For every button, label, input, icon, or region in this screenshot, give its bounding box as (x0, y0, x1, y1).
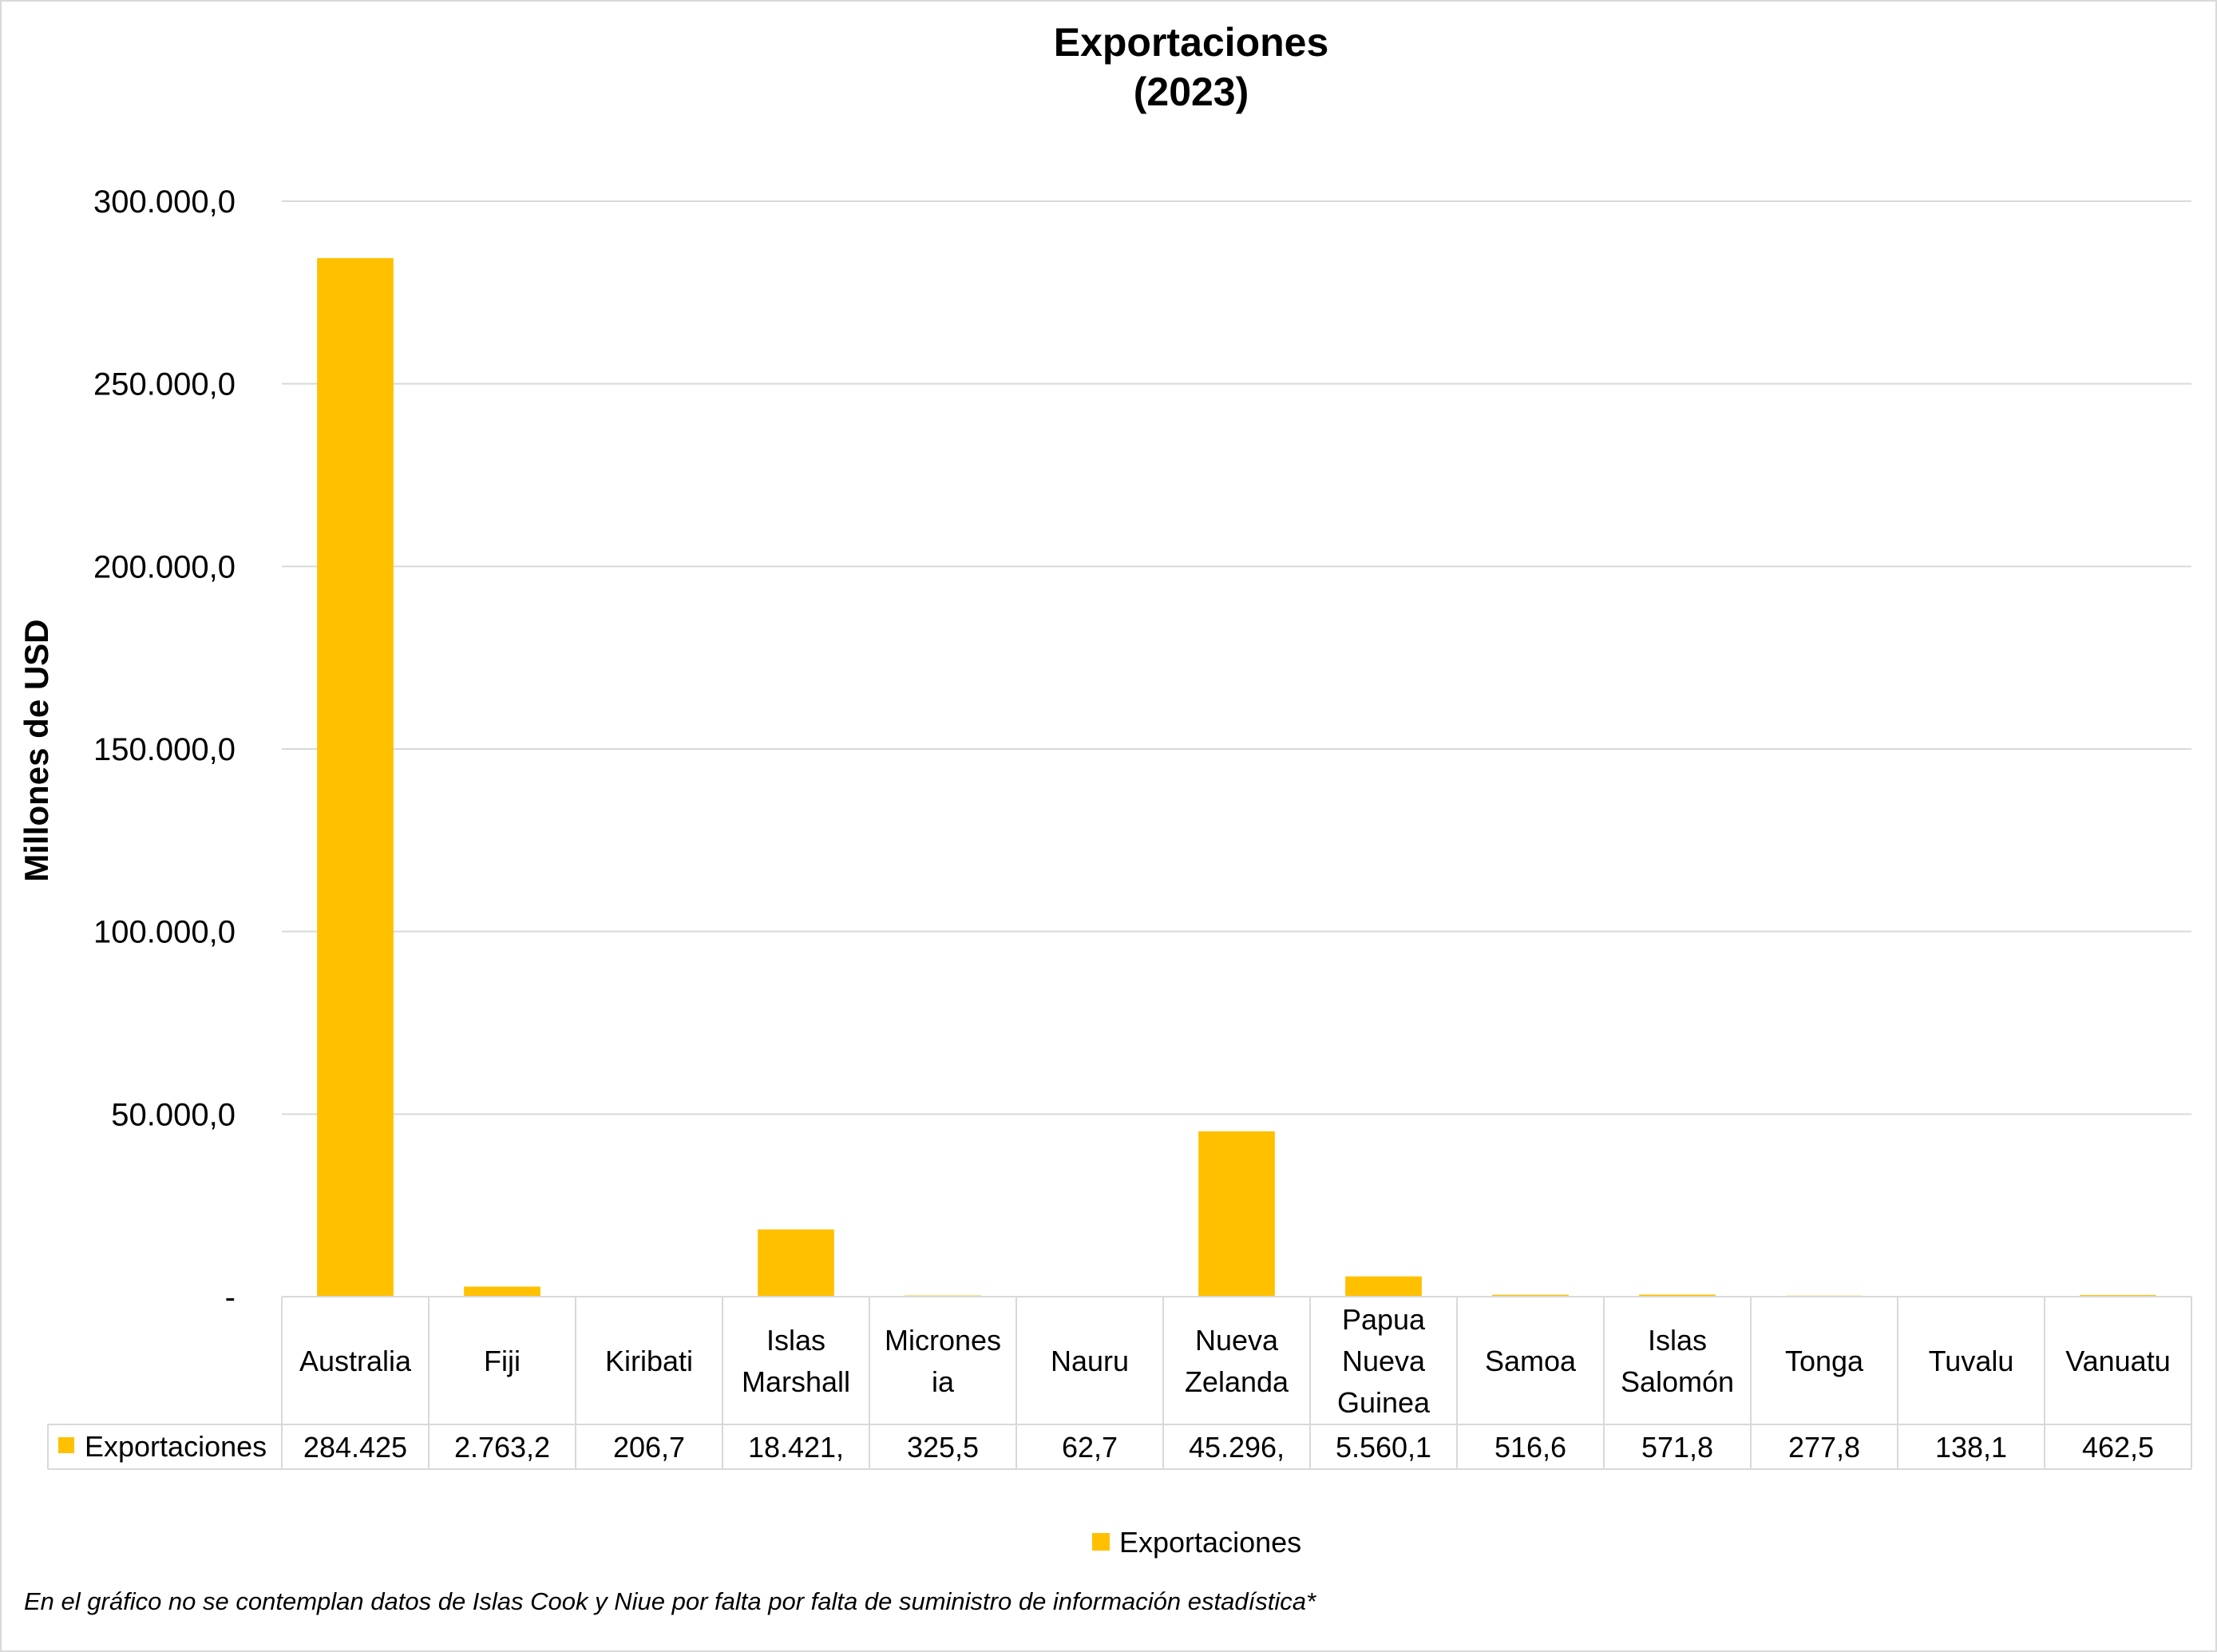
table-series-swatch (58, 1437, 74, 1453)
data-label: 325,5 (907, 1431, 979, 1464)
bars (317, 258, 2156, 1297)
bar (758, 1229, 834, 1297)
y-tick-label: 300.000,0 (93, 184, 236, 220)
y-tick-label: 50.000,0 (111, 1097, 236, 1132)
category-label: Vanuatu (2065, 1345, 2170, 1377)
data-label: 516,6 (1494, 1431, 1566, 1464)
table-series-name: Exportaciones (85, 1430, 267, 1463)
category-label: Salomón (1621, 1365, 1734, 1398)
category-label: Zelanda (1185, 1365, 1289, 1398)
category-label: Islas (766, 1324, 825, 1357)
legend-swatch (1092, 1533, 1110, 1551)
category-label: Marshall (742, 1365, 850, 1398)
y-tick-label: 250.000,0 (93, 367, 236, 402)
data-label: 18.421, (748, 1431, 844, 1464)
category-label: Tuvalu (1929, 1345, 2014, 1377)
category-label: Islas (1648, 1324, 1707, 1357)
legend: Exportaciones (1092, 1526, 1301, 1559)
category-label: Guinea (1337, 1386, 1431, 1419)
y-tick-label: 200.000,0 (93, 549, 236, 584)
data-label: 206,7 (613, 1431, 685, 1464)
legend-entry: Exportaciones (1119, 1526, 1301, 1559)
chart-subtitle: (2023) (1134, 69, 1249, 114)
bar (1345, 1276, 1422, 1297)
data-label: 45.296, (1189, 1431, 1285, 1464)
data-label: 277,8 (1788, 1431, 1860, 1464)
data-label: 5.560,1 (1336, 1431, 1431, 1464)
category-label: Nueva (1195, 1324, 1279, 1357)
bar (1639, 1294, 1716, 1297)
footnote: En el gráfico no se contemplan datos de … (24, 1587, 1316, 1615)
category-label: Papua (1342, 1303, 1426, 1336)
gridlines (282, 200, 2191, 1115)
category-label: ia (932, 1365, 955, 1398)
bar (2080, 1294, 2156, 1297)
chart-title: Exportaciones (1054, 20, 1329, 65)
y-tick-label: - (225, 1280, 236, 1315)
y-tick-label: 100.000,0 (93, 915, 236, 950)
category-label: Samoa (1485, 1345, 1577, 1377)
data-label: 284.425 (303, 1431, 407, 1464)
data-table: Exportaciones Australia 284.425 Fiji 2.763,2… (47, 1296, 2192, 1470)
y-axis-label: Millones de USD (18, 619, 55, 881)
data-label: 2.763,2 (454, 1431, 550, 1464)
y-axis-ticks: - 50.000,0 100.000,0 150.000,0 200.000,0 250.… (93, 184, 236, 1315)
data-label: 138,1 (1935, 1431, 2007, 1464)
data-label: 62,7 (1062, 1431, 1118, 1464)
bar (1198, 1131, 1275, 1297)
category-label: Australia (299, 1345, 412, 1377)
category-label: Kiribati (605, 1345, 693, 1377)
bar (464, 1286, 540, 1297)
category-label: Micrones (885, 1324, 1001, 1357)
bar (1492, 1294, 1569, 1297)
bar (317, 258, 394, 1297)
category-label: Tonga (1785, 1345, 1864, 1377)
category-label: Fiji (484, 1345, 521, 1377)
category-label: Nueva (1342, 1345, 1426, 1377)
data-label: 462,5 (2082, 1431, 2154, 1464)
data-label: 571,8 (1641, 1431, 1713, 1464)
category-label: Nauru (1051, 1345, 1129, 1377)
y-tick-label: 150.000,0 (93, 732, 236, 767)
